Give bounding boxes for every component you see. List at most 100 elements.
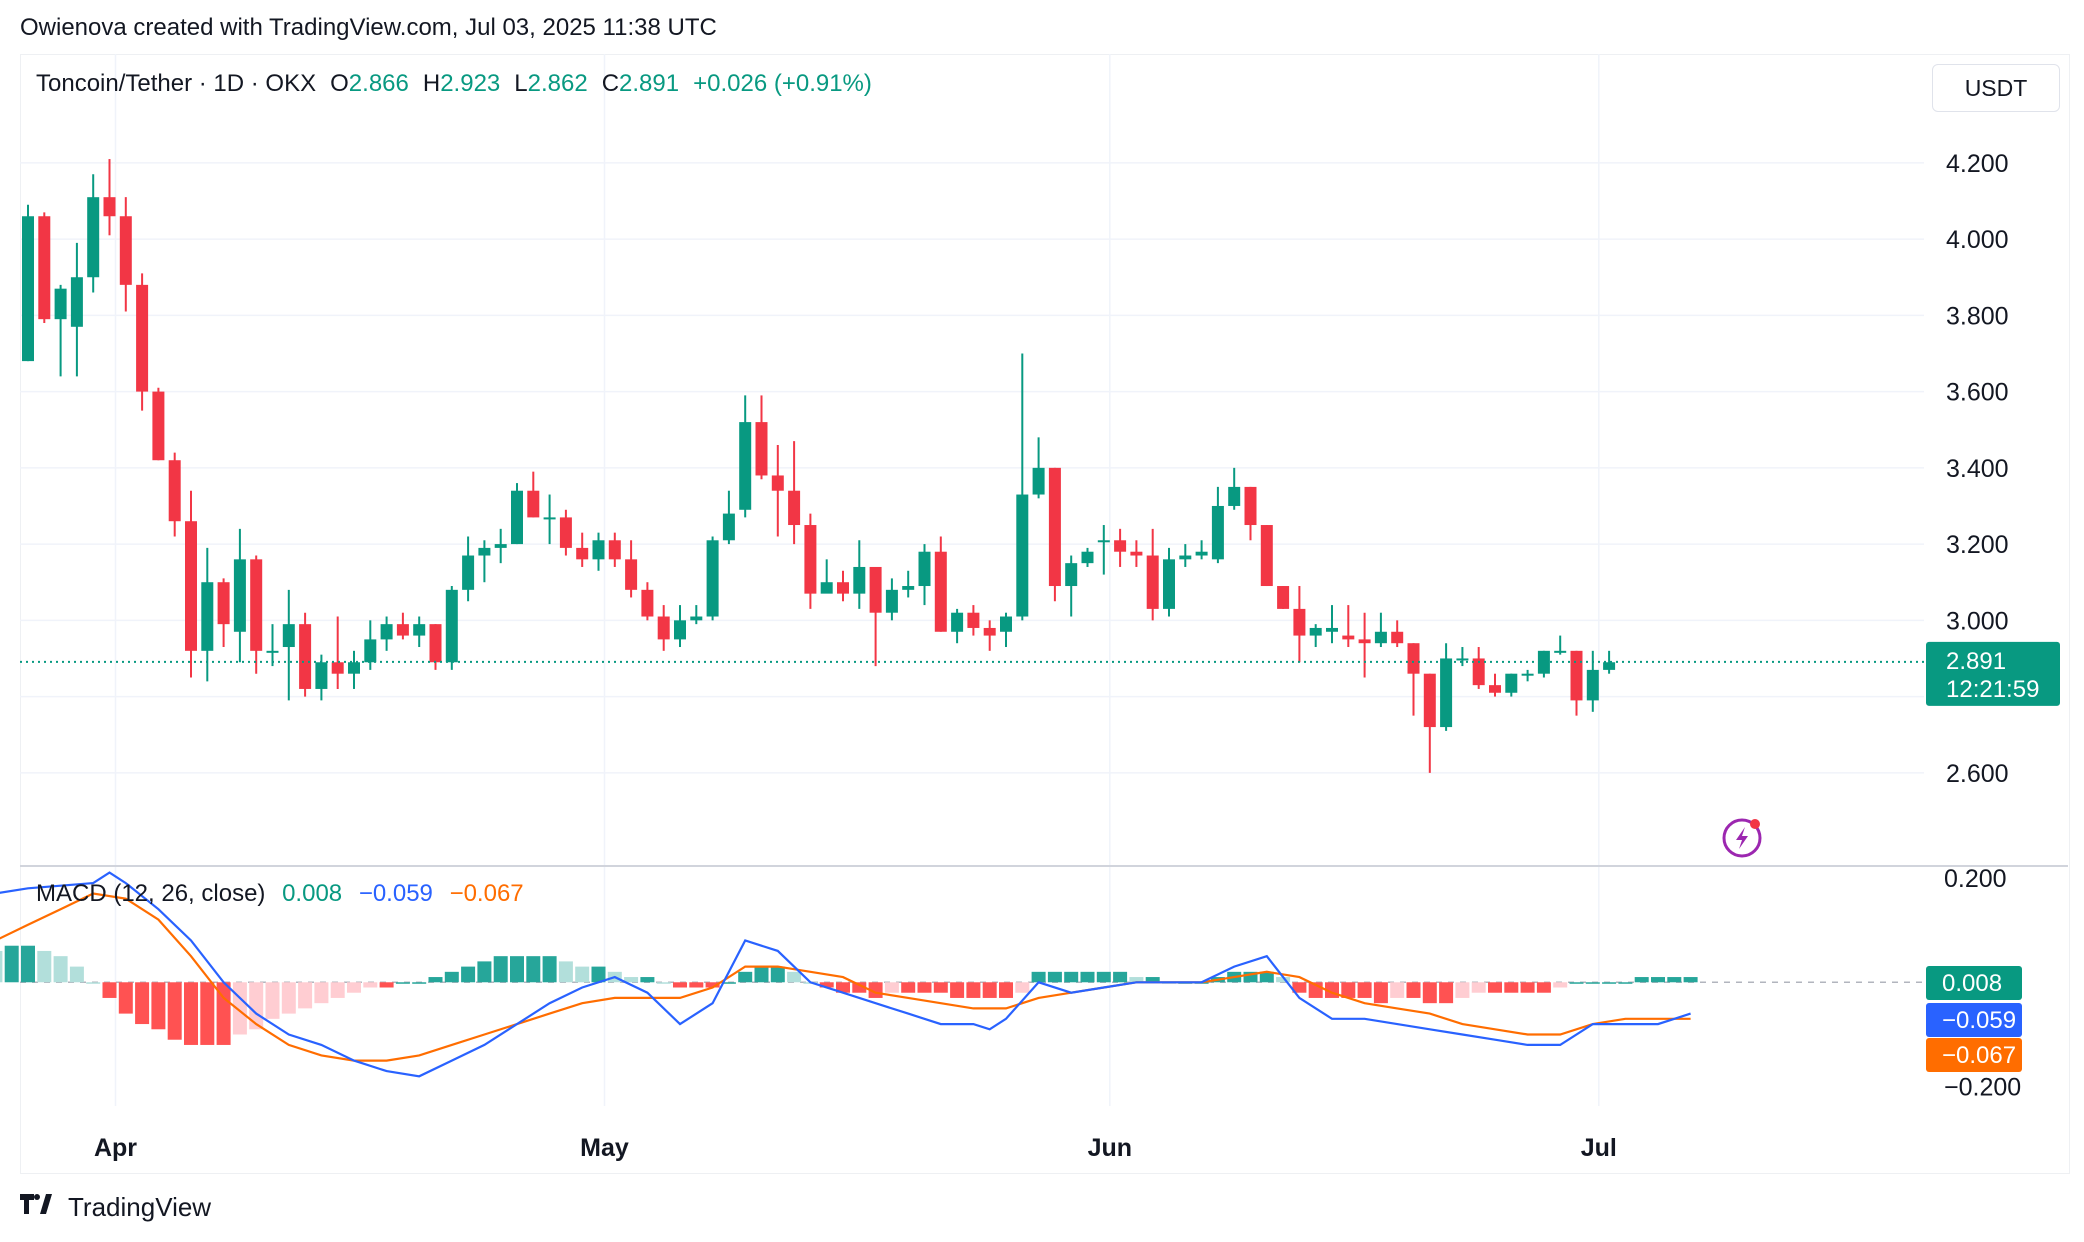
candle-body[interactable] bbox=[462, 555, 475, 590]
macd-histogram-bar[interactable] bbox=[901, 982, 916, 993]
candle-body[interactable] bbox=[38, 216, 51, 320]
candle[interactable] bbox=[527, 471, 540, 518]
macd-histogram-bar[interactable] bbox=[493, 956, 508, 983]
candle[interactable] bbox=[1244, 486, 1257, 541]
candle[interactable] bbox=[1358, 612, 1371, 678]
candle[interactable] bbox=[967, 605, 980, 636]
candle[interactable] bbox=[674, 605, 686, 648]
candle[interactable] bbox=[462, 536, 475, 602]
macd-histogram-bar[interactable] bbox=[69, 966, 84, 983]
macd-histogram-bar[interactable] bbox=[265, 982, 280, 1019]
macd-signal-line[interactable] bbox=[0, 892, 1691, 1062]
candle[interactable] bbox=[1603, 650, 1616, 674]
candle-body[interactable] bbox=[885, 589, 898, 613]
candle[interactable] bbox=[348, 650, 360, 689]
candle-body[interactable] bbox=[527, 490, 540, 518]
macd-histogram-bar[interactable] bbox=[673, 982, 687, 988]
candle[interactable] bbox=[1374, 612, 1387, 648]
candle-body[interactable] bbox=[1374, 631, 1387, 644]
macd-histogram-bar[interactable] bbox=[1471, 982, 1486, 993]
candle[interactable] bbox=[103, 159, 116, 236]
candle[interactable] bbox=[1016, 353, 1029, 621]
macd-histogram-bar[interactable] bbox=[1602, 982, 1617, 984]
macd-histogram-bar[interactable] bbox=[558, 961, 573, 983]
candle-body[interactable] bbox=[771, 475, 784, 491]
candle[interactable] bbox=[1489, 673, 1501, 697]
candle-body[interactable] bbox=[119, 216, 132, 285]
candle-body[interactable] bbox=[1326, 627, 1338, 632]
candle-body[interactable] bbox=[1065, 563, 1078, 587]
candle[interactable] bbox=[1423, 673, 1436, 773]
macd-histogram-bar[interactable] bbox=[1341, 982, 1356, 998]
candle[interactable] bbox=[445, 586, 458, 670]
candle-body[interactable] bbox=[853, 566, 866, 594]
candle[interactable] bbox=[1440, 643, 1453, 731]
candle-body[interactable] bbox=[739, 422, 752, 510]
candle-body[interactable] bbox=[804, 525, 817, 594]
candle-body[interactable] bbox=[788, 490, 801, 526]
candle-body[interactable] bbox=[217, 582, 230, 625]
macd-histogram-bar[interactable] bbox=[428, 977, 443, 983]
macd-histogram-bar[interactable] bbox=[314, 982, 329, 1004]
candle-body[interactable] bbox=[625, 559, 638, 590]
macd-histogram-bar[interactable] bbox=[1373, 982, 1388, 1004]
candle-body[interactable] bbox=[1000, 616, 1012, 632]
macd-histogram-bar[interactable] bbox=[477, 961, 492, 983]
candle[interactable] bbox=[1309, 624, 1322, 648]
candle-body[interactable] bbox=[657, 616, 670, 640]
candle[interactable] bbox=[511, 483, 523, 545]
candle[interactable] bbox=[1163, 547, 1175, 617]
candle[interactable] bbox=[429, 624, 442, 670]
candle-body[interactable] bbox=[1032, 467, 1045, 495]
candle[interactable] bbox=[1391, 620, 1404, 648]
macd-histogram-bar[interactable] bbox=[1683, 977, 1698, 983]
macd-histogram-bar[interactable] bbox=[1129, 977, 1144, 983]
macd-histogram-bar[interactable] bbox=[1047, 971, 1062, 983]
candle-body[interactable] bbox=[478, 547, 491, 556]
candle[interactable] bbox=[494, 528, 507, 564]
candle-body[interactable] bbox=[1537, 650, 1550, 674]
candle[interactable] bbox=[1521, 669, 1534, 682]
macd-histogram-bar[interactable] bbox=[640, 977, 655, 983]
macd-histogram-bar[interactable] bbox=[1080, 971, 1095, 983]
macd-histogram-bar[interactable] bbox=[1520, 982, 1535, 993]
candle[interactable] bbox=[1211, 486, 1224, 564]
candle[interactable] bbox=[641, 582, 654, 621]
candle-body[interactable] bbox=[1097, 540, 1110, 543]
candle-body[interactable] bbox=[1293, 608, 1306, 636]
candle-body[interactable] bbox=[592, 540, 605, 560]
candle-body[interactable] bbox=[918, 551, 931, 587]
macd-histogram-bar[interactable] bbox=[184, 982, 198, 1045]
candle[interactable] bbox=[820, 559, 833, 594]
candle[interactable] bbox=[1277, 586, 1290, 609]
candle[interactable] bbox=[902, 570, 915, 598]
candle[interactable] bbox=[1260, 525, 1273, 587]
macd-histogram-bar[interactable] bbox=[705, 982, 720, 988]
candle-body[interactable] bbox=[1489, 685, 1501, 693]
macd-histogram-bar[interactable] bbox=[770, 966, 785, 983]
macd-histogram-bar[interactable] bbox=[1096, 971, 1111, 983]
macd-histogram-bar[interactable] bbox=[721, 982, 736, 984]
macd-histogram-bar[interactable] bbox=[1553, 982, 1568, 988]
macd-hist-badge[interactable] bbox=[1926, 966, 2022, 1000]
macd-histogram-bar[interactable] bbox=[1488, 982, 1502, 993]
candle[interactable] bbox=[1097, 525, 1110, 575]
candle-body[interactable] bbox=[576, 547, 589, 560]
macd-histogram-bar[interactable] bbox=[1031, 971, 1046, 983]
candle[interactable] bbox=[869, 566, 882, 667]
macd-signal-badge[interactable] bbox=[1926, 1038, 2022, 1072]
candle-body[interactable] bbox=[168, 460, 181, 522]
candle-body[interactable] bbox=[429, 624, 442, 663]
macd-histogram-bar[interactable] bbox=[395, 982, 410, 984]
candle-body[interactable] bbox=[1440, 658, 1453, 728]
candle-body[interactable] bbox=[1423, 673, 1436, 728]
macd-histogram-bar[interactable] bbox=[379, 982, 394, 988]
candle-body[interactable] bbox=[1456, 658, 1469, 661]
candle[interactable] bbox=[1554, 635, 1567, 655]
candle-body[interactable] bbox=[103, 197, 116, 217]
macd-histogram-bar[interactable] bbox=[135, 982, 150, 1025]
candle-body[interactable] bbox=[837, 582, 849, 594]
candle[interactable] bbox=[185, 490, 197, 678]
macd-histogram-bar[interactable] bbox=[249, 982, 264, 1030]
candle[interactable] bbox=[380, 616, 393, 651]
